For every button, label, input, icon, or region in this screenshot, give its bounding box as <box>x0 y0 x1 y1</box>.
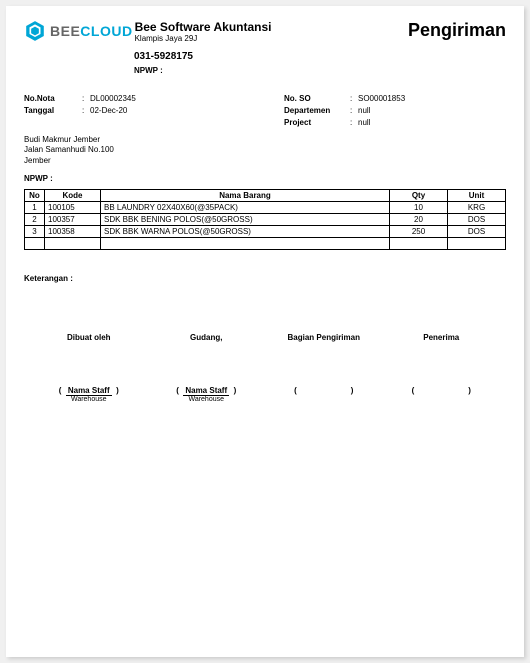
th-nama: Nama Barang <box>101 190 390 202</box>
proj-label: Project <box>284 117 350 129</box>
brand-text: BEECLOUD <box>50 23 133 39</box>
nota-label: No.Nota <box>24 93 82 105</box>
table-row: 3100358SDK BBK WARNA POLOS(@50GROSS)250D… <box>25 226 506 238</box>
tanggal-row: Tanggal : 02-Dec-20 <box>24 105 284 117</box>
brand-part2: CLOUD <box>80 23 132 39</box>
brand-logo-icon <box>24 20 46 42</box>
signature-titles-row: Dibuat oleh Gudang, Bagian Pengiriman Pe… <box>24 333 506 342</box>
proj-value: null <box>358 117 370 129</box>
dept-row: Departemen : null <box>284 105 506 117</box>
sig-line-1: ( Nama Staff ) Warehouse <box>30 386 148 403</box>
customer-line3: Jember <box>24 156 506 166</box>
sig-role-1: Warehouse <box>30 396 148 403</box>
sig-title-2: Gudang, <box>148 333 266 342</box>
sig-role-2: Warehouse <box>148 396 266 403</box>
signature-lines-row: ( Nama Staff ) Warehouse ( Nama Staff ) … <box>24 386 506 403</box>
sig-title-3: Bagian Pengiriman <box>265 333 383 342</box>
sig-line-3: () <box>265 386 383 403</box>
info-row: No.Nota : DL00002345 Tanggal : 02-Dec-20… <box>24 93 506 129</box>
info-right: No. SO : SO00001853 Departemen : null Pr… <box>284 93 506 129</box>
dept-value: null <box>358 105 370 117</box>
th-unit: Unit <box>448 190 506 202</box>
so-value: SO00001853 <box>358 93 405 105</box>
table-row-empty <box>25 238 506 250</box>
cell-nama: SDK BBK WARNA POLOS(@50GROSS) <box>101 226 390 238</box>
tanggal-label: Tanggal <box>24 105 82 117</box>
nota-row: No.Nota : DL00002345 <box>24 93 284 105</box>
sig-title-4: Penerima <box>383 333 501 342</box>
company-phone: 031-5928175 <box>134 51 506 62</box>
proj-row: Project : null <box>284 117 506 129</box>
info-left: No.Nota : DL00002345 Tanggal : 02-Dec-20 <box>24 93 284 129</box>
delivery-document: BEECLOUD Bee Software Akuntansi Klampis … <box>6 6 524 657</box>
sig-name-2: Nama Staff <box>183 386 229 396</box>
cell-kode: 100358 <box>45 226 101 238</box>
table-header-row: No Kode Nama Barang Qty Unit <box>25 190 506 202</box>
cell-unit: DOS <box>448 226 506 238</box>
sig-line-2: ( Nama Staff ) Warehouse <box>148 386 266 403</box>
cell-no: 2 <box>25 214 45 226</box>
table-row: 1100105BB LAUNDRY 02X40X60(@35PACK)10KRG <box>25 202 506 214</box>
cell-nama: SDK BBK BENING POLOS(@50GROSS) <box>101 214 390 226</box>
document-title: Pengiriman <box>408 20 506 41</box>
th-qty: Qty <box>390 190 448 202</box>
company-address: Klampis Jaya 29J <box>135 34 272 43</box>
keterangan-label: Keterangan : <box>24 274 506 283</box>
npwp-bottom-label: NPWP : <box>24 174 506 183</box>
items-table: No Kode Nama Barang Qty Unit 1100105BB L… <box>24 189 506 250</box>
cell-kode: 100357 <box>45 214 101 226</box>
so-label: No. SO <box>284 93 350 105</box>
customer-line1: Budi Makmur Jember <box>24 135 506 145</box>
cell-unit: DOS <box>448 214 506 226</box>
cell-kode: 100105 <box>45 202 101 214</box>
sig-title-1: Dibuat oleh <box>30 333 148 342</box>
brand-part1: BEE <box>50 23 80 39</box>
th-no: No <box>25 190 45 202</box>
logo-block: BEECLOUD <box>24 20 133 42</box>
company-name: Bee Software Akuntansi <box>135 20 272 34</box>
sig-line-4: () <box>383 386 501 403</box>
cell-no: 1 <box>25 202 45 214</box>
cell-unit: KRG <box>448 202 506 214</box>
table-row: 2100357SDK BBK BENING POLOS(@50GROSS)20D… <box>25 214 506 226</box>
th-kode: Kode <box>45 190 101 202</box>
company-info: Bee Software Akuntansi Klampis Jaya 29J <box>135 20 272 43</box>
so-row: No. SO : SO00001853 <box>284 93 506 105</box>
customer-block: Budi Makmur Jember Jalan Samanhudi No.10… <box>24 135 506 166</box>
cell-nama: BB LAUNDRY 02X40X60(@35PACK) <box>101 202 390 214</box>
customer-line2: Jalan Samanhudi No.100 <box>24 145 506 155</box>
tanggal-value: 02-Dec-20 <box>90 105 127 117</box>
cell-qty: 250 <box>390 226 448 238</box>
cell-qty: 20 <box>390 214 448 226</box>
sig-name-1: Nama Staff <box>66 386 112 396</box>
cell-qty: 10 <box>390 202 448 214</box>
cell-no: 3 <box>25 226 45 238</box>
npwp-top-label: NPWP : <box>134 66 506 75</box>
nota-value: DL00002345 <box>90 93 136 105</box>
dept-label: Departemen <box>284 105 350 117</box>
